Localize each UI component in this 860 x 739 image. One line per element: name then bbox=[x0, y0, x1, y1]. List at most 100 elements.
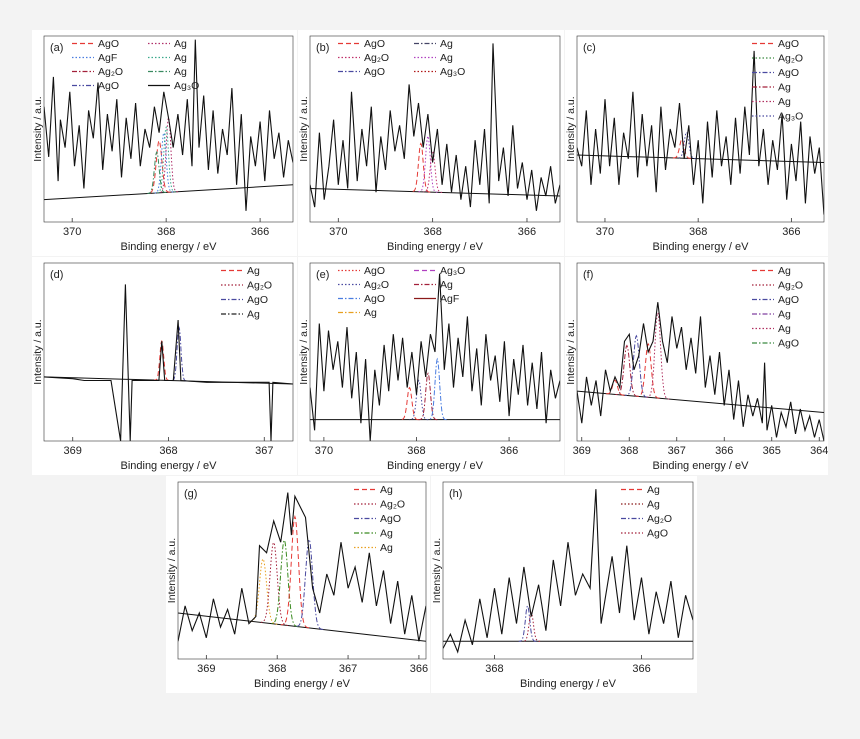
panel-label: (c) bbox=[583, 42, 596, 54]
x-tick-label: 368 bbox=[268, 663, 286, 675]
spectrum-line bbox=[310, 43, 560, 211]
legend-label: Ag₂O bbox=[380, 499, 405, 511]
x-tick-label: 370 bbox=[315, 445, 333, 457]
legend-label: Ag bbox=[380, 528, 393, 540]
fit-peak-3 bbox=[159, 116, 178, 194]
x-tick-label: 366 bbox=[251, 226, 269, 238]
x-axis-label: Binding energy / eV bbox=[520, 678, 617, 690]
legend-label: Ag bbox=[380, 484, 393, 496]
legend-label: Ag₂O bbox=[778, 53, 803, 65]
plot-area bbox=[577, 50, 824, 215]
fit-peak-1 bbox=[400, 386, 419, 421]
legend-label: Ag₂O bbox=[647, 513, 672, 525]
x-tick-label: 370 bbox=[596, 226, 614, 238]
legend-label: Ag bbox=[174, 52, 187, 64]
fit-peak-1 bbox=[154, 339, 170, 381]
legend-label: AgO bbox=[364, 293, 385, 305]
plot-frame bbox=[309, 262, 561, 442]
legend-label: AgO bbox=[778, 38, 799, 50]
legend-label: Ag bbox=[647, 499, 660, 511]
panel-label: (d) bbox=[50, 269, 63, 281]
fit-peak-1 bbox=[147, 139, 171, 194]
panel-label: (h) bbox=[449, 488, 462, 500]
x-tick-label: 368 bbox=[407, 445, 425, 457]
y-axis-label: Intensity / a.u. bbox=[166, 538, 178, 603]
legend-label: AgO bbox=[380, 513, 401, 525]
panel-g: 369 368 367 366 Binding energy / eV Intensity… bbox=[166, 476, 430, 693]
x-tick-label: 366 bbox=[500, 445, 518, 457]
legend-label: Ag bbox=[778, 265, 791, 277]
panel-f: 369 368 367 366 365 364 Binding energy / eV Int… bbox=[565, 257, 828, 475]
plot-frame bbox=[177, 481, 427, 660]
plot-frame bbox=[576, 262, 825, 442]
legend-label: Ag bbox=[440, 52, 453, 64]
x-tick-label: 364 bbox=[810, 445, 828, 457]
legend-label: Ag bbox=[247, 265, 260, 277]
baseline-line bbox=[178, 612, 426, 642]
y-axis-label: Intensity / a.u. bbox=[298, 319, 310, 384]
x-tick-label: 365 bbox=[763, 445, 781, 457]
x-tick-label: 368 bbox=[689, 226, 707, 238]
spectrum-line bbox=[178, 492, 426, 642]
panel-label: (a) bbox=[50, 42, 63, 54]
x-tick-label: 368 bbox=[620, 445, 638, 457]
chart-f: 369 368 367 366 365 364 Binding energy / eV Int… bbox=[565, 262, 828, 472]
x-tick-label: 367 bbox=[255, 445, 273, 457]
x-tick-label: 368 bbox=[485, 663, 503, 675]
legend-label: AgO bbox=[778, 294, 799, 306]
legend-label: AgO bbox=[247, 294, 268, 306]
x-tick-label: 369 bbox=[573, 445, 591, 457]
plot-area bbox=[443, 489, 693, 654]
panel-a: 370 368 366 Binding energy / eV Intensity / … bbox=[32, 30, 297, 256]
x-axis-label: Binding energy / eV bbox=[387, 460, 484, 472]
x-tick-label: 366 bbox=[518, 226, 536, 238]
legend-label: AgO bbox=[364, 38, 385, 50]
chart-g: 369 368 367 366 Binding energy / eV Intensity… bbox=[166, 481, 428, 690]
legend-label: Ag bbox=[778, 323, 791, 335]
fit-peak-1 bbox=[248, 557, 278, 625]
spectrum-line bbox=[44, 284, 293, 441]
legend-label: Ag₂O bbox=[98, 66, 123, 78]
plot-area bbox=[44, 284, 293, 441]
x-tick-label: 366 bbox=[782, 226, 800, 238]
chart-d: 369 368 367 Binding energy / eV Intensity / … bbox=[32, 262, 294, 472]
spectrum-line bbox=[44, 39, 293, 211]
fit-peak-3 bbox=[270, 538, 299, 628]
panel-label: (f) bbox=[583, 269, 593, 281]
spectrum-line bbox=[443, 489, 693, 654]
panel-d: 369 368 367 Binding energy / eV Intensity / … bbox=[32, 257, 297, 475]
x-axis-label: Binding energy / eV bbox=[120, 241, 217, 253]
x-axis-label: Binding energy / eV bbox=[652, 460, 749, 472]
legend-label: AgO bbox=[778, 338, 799, 350]
plot-frame bbox=[442, 481, 694, 660]
legend-label: Ag₂O bbox=[778, 280, 803, 292]
baseline-line bbox=[577, 154, 824, 163]
x-axis-label: Binding energy / eV bbox=[254, 678, 351, 690]
fit-peak-2 bbox=[418, 134, 438, 193]
x-tick-label: 368 bbox=[159, 445, 177, 457]
fit-peak-4 bbox=[147, 150, 167, 194]
panel-label: (g) bbox=[184, 488, 197, 500]
legend-label: AgO bbox=[778, 67, 799, 79]
y-axis-label: Intensity / a.u. bbox=[298, 96, 310, 161]
fit-peak-5 bbox=[294, 538, 324, 630]
fit-peak-5 bbox=[156, 125, 176, 194]
chart-a: 370 368 366 Binding energy / eV Intensity / … bbox=[32, 35, 294, 253]
legend-label: Ag₂O bbox=[364, 52, 389, 64]
legend-label: AgO bbox=[98, 80, 119, 92]
plot-frame bbox=[576, 35, 825, 223]
x-tick-label: 370 bbox=[329, 226, 347, 238]
legend-label: Ag bbox=[247, 309, 260, 321]
legend-label: Ag₂O bbox=[364, 279, 389, 291]
baseline-line bbox=[577, 390, 824, 414]
legend-label: Ag₃O bbox=[440, 265, 465, 277]
legend-label: Ag bbox=[778, 82, 791, 94]
fit-peak-2 bbox=[615, 344, 639, 397]
panel-label: (e) bbox=[316, 269, 329, 281]
fit-peak-2 bbox=[154, 131, 174, 194]
fit-peak-3 bbox=[423, 150, 443, 193]
legend-label: Ag bbox=[174, 38, 187, 50]
y-axis-label: Intensity / a.u. bbox=[32, 96, 44, 161]
x-tick-label: 367 bbox=[668, 445, 686, 457]
fit-peak-1 bbox=[411, 142, 431, 193]
